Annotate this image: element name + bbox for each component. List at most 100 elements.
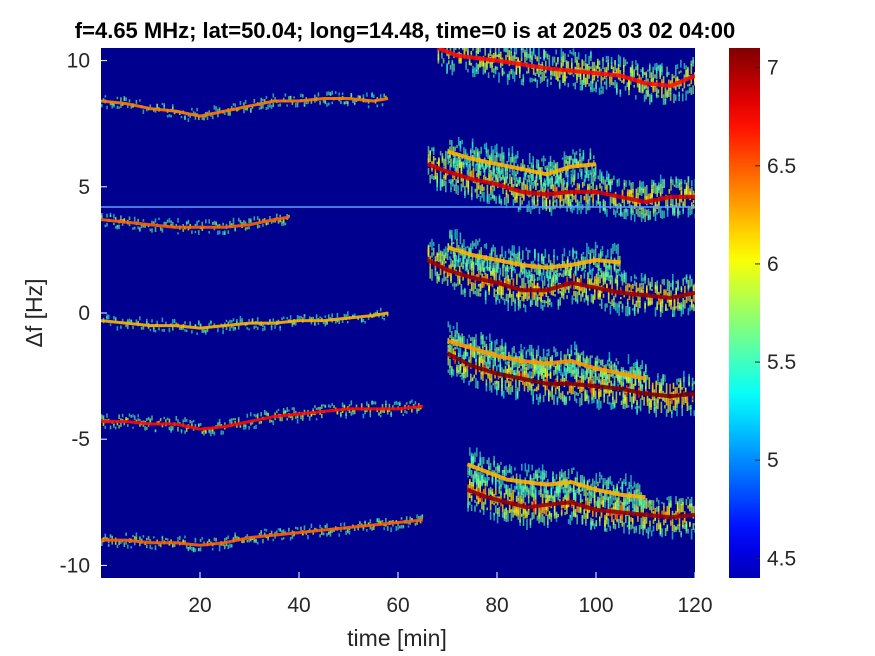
speckle: [620, 275, 623, 282]
speckle: [322, 404, 325, 407]
speckle: [623, 270, 626, 280]
speckle: [616, 179, 619, 183]
speckle: [531, 51, 533, 61]
speckle: [360, 403, 363, 409]
speckle: [657, 399, 659, 410]
speckle: [491, 474, 494, 482]
speckle: [609, 181, 612, 193]
speckle: [107, 543, 110, 547]
speckle: [668, 89, 670, 97]
speckle: [347, 530, 349, 534]
speckle: [460, 183, 463, 192]
speckle: [682, 209, 684, 215]
speckle: [602, 495, 604, 504]
speckle: [500, 293, 503, 299]
speckle: [158, 217, 160, 220]
speckle: [649, 63, 651, 71]
speckle: [109, 534, 112, 538]
speckle: [256, 414, 259, 420]
speckle: [632, 369, 635, 379]
speckle: [350, 411, 353, 416]
speckle: [549, 391, 552, 397]
speckle: [468, 380, 470, 386]
speckle: [480, 335, 482, 345]
speckle: [432, 156, 435, 167]
speckle: [262, 539, 264, 544]
speckle: [609, 83, 611, 87]
speckle: [587, 194, 589, 204]
speckle: [594, 373, 597, 384]
speckle: [618, 202, 620, 209]
speckle: [194, 230, 197, 234]
speckle: [470, 373, 472, 383]
speckle: [102, 98, 105, 102]
speckle: [562, 286, 565, 292]
speckle: [606, 303, 608, 308]
speckle: [272, 538, 275, 542]
speckle: [594, 177, 596, 182]
speckle: [489, 382, 491, 391]
speckle: [295, 322, 297, 326]
speckle: [629, 67, 632, 73]
speckle: [623, 522, 625, 525]
speckle: [508, 464, 511, 473]
speckle: [184, 321, 186, 325]
speckle: [545, 301, 548, 304]
speckle: [340, 413, 342, 418]
speckle: [639, 382, 642, 389]
speckle: [499, 354, 502, 366]
speckle: [555, 519, 558, 522]
speckle: [640, 84, 642, 94]
speckle: [566, 295, 568, 299]
speckle: [542, 155, 545, 166]
speckle: [501, 479, 504, 485]
speckle: [625, 514, 627, 524]
speckle: [546, 369, 548, 378]
speckle: [229, 113, 231, 116]
speckle: [645, 89, 648, 100]
speckle: [232, 418, 235, 421]
speckle: [645, 512, 648, 524]
speckle: [596, 376, 599, 381]
speckle: [479, 451, 481, 462]
speckle: [490, 257, 492, 269]
speckle: [496, 54, 499, 57]
speckle: [590, 522, 592, 531]
speckle: [614, 292, 617, 298]
speckle: [230, 320, 233, 323]
speckle: [353, 313, 356, 317]
speckle: [590, 194, 593, 198]
speckle: [511, 347, 514, 359]
speckle: [507, 470, 509, 474]
speckle: [663, 506, 665, 516]
speckle: [629, 386, 631, 389]
speckle: [357, 317, 359, 321]
speckle: [597, 194, 600, 199]
speckle: [626, 306, 629, 317]
speckle: [524, 291, 527, 299]
speckle: [677, 178, 679, 187]
speckle: [499, 171, 502, 182]
speckle: [610, 62, 613, 70]
speckle: [532, 348, 534, 358]
speckle: [490, 249, 493, 256]
speckle: [558, 388, 560, 399]
speckle: [472, 267, 475, 276]
speckle: [525, 247, 528, 251]
speckle: [452, 325, 455, 330]
speckle: [500, 289, 503, 294]
speckle: [510, 51, 512, 62]
speckle: [470, 243, 472, 254]
speckle: [347, 321, 349, 324]
speckle: [620, 272, 623, 276]
speckle: [614, 524, 617, 530]
speckle: [132, 227, 134, 230]
speckle: [626, 209, 629, 216]
speckle: [366, 529, 368, 532]
speckle: [127, 104, 129, 108]
speckle: [133, 226, 136, 230]
speckle: [198, 423, 200, 427]
speckle: [684, 195, 686, 207]
speckle: [678, 91, 680, 97]
speckle: [586, 368, 588, 378]
